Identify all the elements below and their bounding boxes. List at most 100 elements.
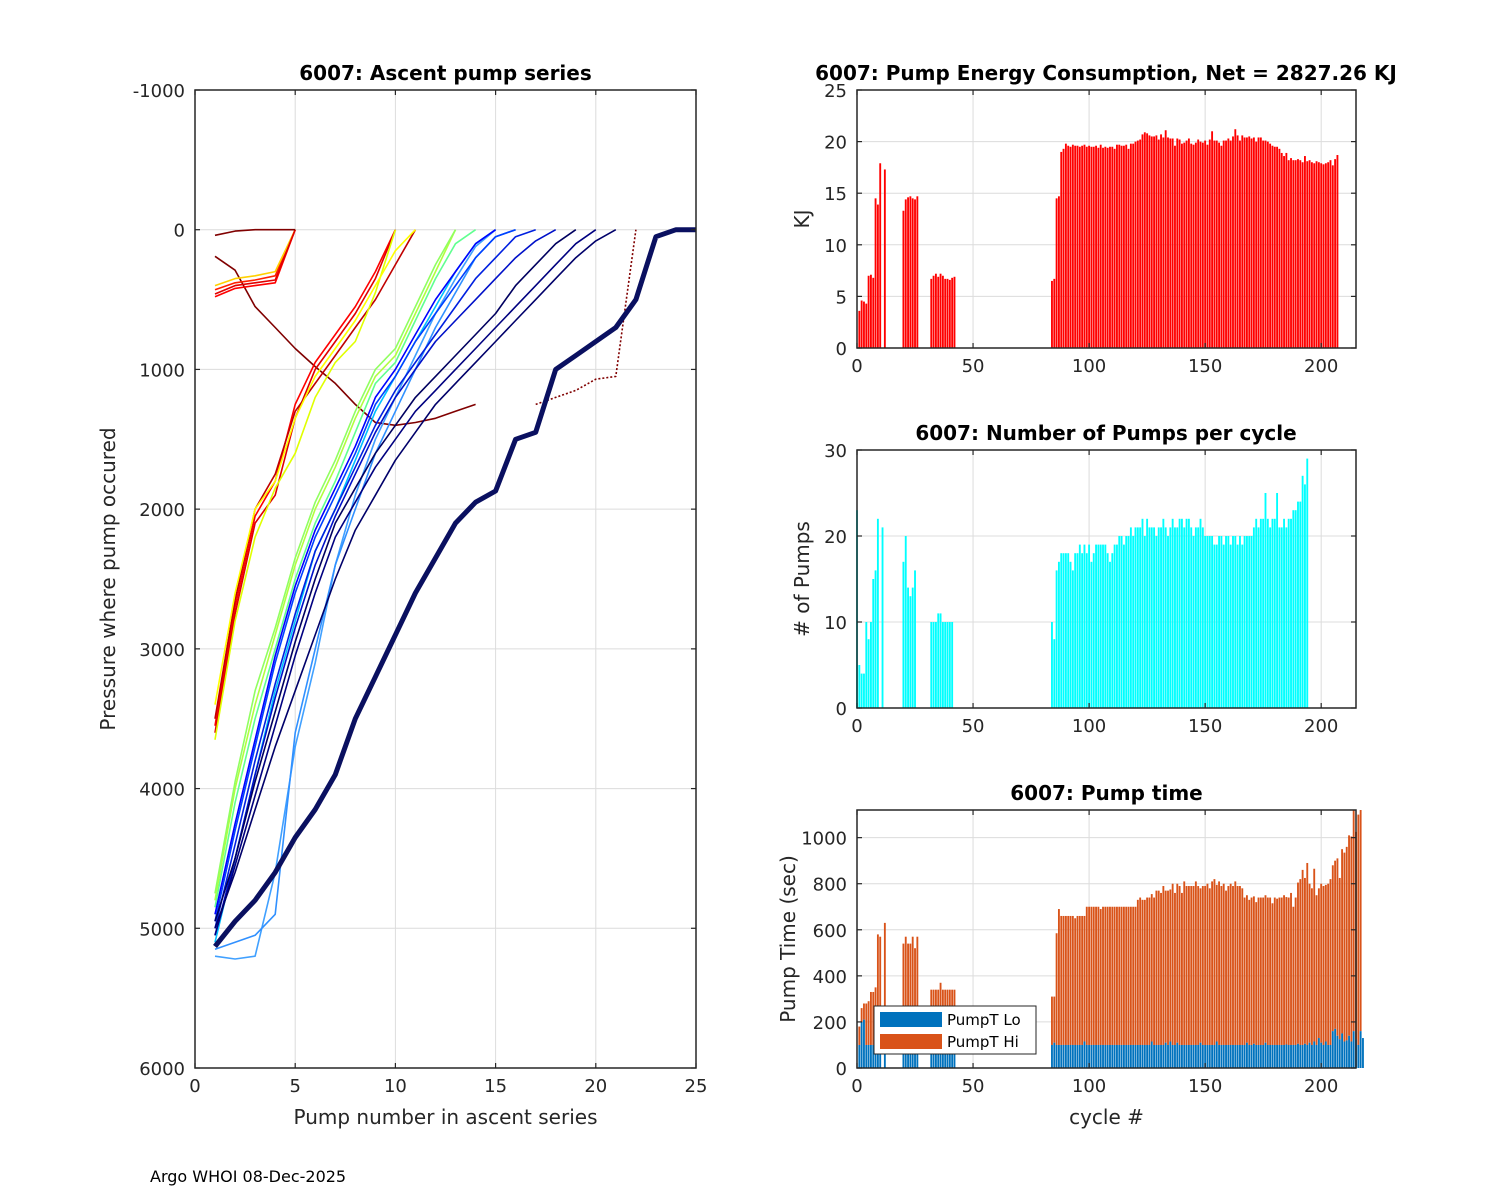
bar-pumpt-lo [1088, 1044, 1091, 1068]
bar-pumpt-lo [1136, 1044, 1139, 1068]
bar-pumpt-hi [1111, 906, 1114, 1045]
bar [1327, 162, 1330, 348]
bar [914, 199, 916, 348]
bar [1088, 145, 1091, 348]
bar-pumpt-hi [1062, 915, 1065, 1045]
bar-pumpt-lo [1069, 1044, 1072, 1068]
bar-pumpt-hi [1236, 886, 1239, 1045]
bar-pumpt-hi [1069, 915, 1072, 1045]
bar-pumpt-lo [1276, 1044, 1279, 1068]
bar-pumpt-lo [1250, 1044, 1253, 1068]
bar [1181, 143, 1183, 348]
bar-pumpt-lo [1109, 1044, 1111, 1068]
pumps-per-cycle-chart: 0 50 100 150 200 0 10 20 30 6007: Number of Pump… [790, 421, 1357, 737]
bar-pumpt-hi [1334, 860, 1337, 1029]
bar [911, 198, 914, 348]
bar-pumpt-hi [1301, 869, 1304, 1045]
bar-pumpt-hi [1109, 906, 1111, 1045]
bar [1287, 518, 1290, 708]
bar [1187, 138, 1190, 348]
bar-pumpt-lo [930, 1044, 933, 1068]
series-line-navy-2 [214, 229, 617, 929]
bar [1292, 160, 1295, 348]
bar-pumpt-hi [1315, 895, 1318, 1045]
bar [1111, 553, 1114, 708]
bar-pumpt-lo [1181, 1044, 1183, 1068]
bar-pumpt-lo [1222, 1044, 1225, 1068]
bar [1174, 145, 1176, 348]
axes-box [856, 809, 1357, 1069]
series-line-red-2 [214, 229, 397, 733]
bar-pumpt-lo [1132, 1044, 1135, 1068]
bar [1092, 146, 1095, 348]
bar-pumpt-hi [1053, 996, 1056, 1043]
series-line-early-red-c [214, 229, 296, 295]
stacked-bars [858, 810, 1364, 1069]
bar-pumpt-hi [1243, 897, 1246, 1045]
bar-pumpt-lo [934, 1044, 937, 1068]
bar-pumpt-lo [1271, 1044, 1274, 1068]
bar-pumpt-lo [1178, 1044, 1181, 1068]
bar [1248, 136, 1251, 348]
bar [1262, 140, 1265, 348]
bar [1162, 518, 1165, 708]
bar [1171, 518, 1174, 708]
series-line-blue-4 [214, 229, 557, 936]
bar-pumpt-lo [1213, 1044, 1216, 1068]
bar [1162, 137, 1165, 348]
bar-pumpt-hi [1336, 858, 1339, 1036]
bar [1120, 145, 1123, 348]
x-tick-label: 20 [584, 1076, 607, 1097]
bar [1185, 140, 1188, 348]
bar-pumpt-hi [1169, 889, 1172, 1042]
bar-pumpt-lo [907, 1044, 909, 1068]
bar-pumpt-lo [932, 1044, 935, 1068]
bar [1074, 145, 1077, 348]
bar [1336, 155, 1339, 348]
bar [1220, 536, 1223, 708]
bar-pumpt-hi [863, 1003, 865, 1020]
bar-pumpt-hi [1341, 849, 1344, 1034]
bar [909, 196, 912, 348]
bar [1067, 553, 1070, 708]
bar [1136, 527, 1139, 708]
bar [1304, 156, 1306, 348]
bar-pumpt-lo [1185, 1044, 1188, 1068]
bar [1109, 561, 1111, 708]
bar [1062, 553, 1065, 708]
bar-pumpt-hi [1118, 906, 1121, 1045]
bar-pumpt-lo [909, 1044, 912, 1068]
y-tick-label: 20 [824, 527, 847, 548]
bar-pumpt-hi [1120, 906, 1123, 1045]
chart-title: 6007: Pump Energy Consumption, Net = 282… [815, 61, 1397, 85]
bar-pumpt-hi [1324, 884, 1327, 1042]
bar [1146, 133, 1149, 348]
bar-pumpt-hi [1317, 888, 1320, 1039]
bar-pumpt-lo [1299, 1044, 1302, 1068]
bar [872, 277, 875, 348]
series-line-late-dark-red-dotted [535, 229, 637, 406]
bar-pumpt-lo [1062, 1044, 1065, 1068]
x-tick-label: 0 [851, 1076, 862, 1097]
bar-pumpt-hi [911, 936, 914, 1045]
bar [944, 622, 947, 708]
bar-pumpt-hi [1225, 890, 1227, 1045]
bar-pumpt-hi [1095, 906, 1097, 1045]
ascent-pump-series-chart: 0 5 10 15 20 25 -1000 0 1000 2000 3000 4000 5000 6000… [96, 61, 707, 1129]
bar [1213, 544, 1216, 708]
bar-pumpt-lo [867, 1044, 870, 1068]
bar-pumpt-hi [1239, 886, 1241, 1045]
y-tick-label: 1000 [139, 360, 185, 381]
bar [1264, 493, 1267, 708]
bar-pumpt-lo [1359, 1031, 1362, 1068]
y-tick-label: 4000 [139, 780, 185, 801]
bar-pumpt-hi [1183, 881, 1186, 1045]
bar-pumpt-hi [1078, 915, 1081, 1045]
bar [1290, 518, 1292, 708]
bar [1232, 136, 1234, 348]
bar [1294, 510, 1297, 708]
bar-pumpt-hi [865, 1003, 868, 1045]
y-tick-label: 6000 [139, 1059, 185, 1080]
bar [1297, 501, 1299, 708]
bar-pumpt-lo [1076, 1044, 1079, 1068]
